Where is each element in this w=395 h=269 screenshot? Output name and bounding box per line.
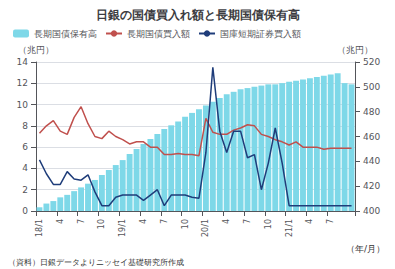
svg-text:420: 420 xyxy=(363,181,380,191)
svg-text:460: 460 xyxy=(363,132,380,142)
svg-text:520: 520 xyxy=(363,57,380,67)
svg-text:21/1: 21/1 xyxy=(285,219,294,237)
svg-text:14: 14 xyxy=(17,57,29,67)
svg-text:10: 10 xyxy=(97,219,106,229)
svg-text:10: 10 xyxy=(264,219,273,229)
svg-text:7: 7 xyxy=(77,219,86,224)
svg-text:10: 10 xyxy=(17,100,29,110)
svg-text:（兆円）: （兆円） xyxy=(18,45,54,55)
svg-text:4: 4 xyxy=(139,219,148,224)
svg-text:18/1: 18/1 xyxy=(35,219,44,237)
svg-text:4: 4 xyxy=(222,219,231,224)
svg-text:（兆円）: （兆円） xyxy=(337,45,373,55)
svg-text:長期国債保有高: 長期国債保有高 xyxy=(34,29,97,39)
svg-text:0: 0 xyxy=(22,206,28,216)
svg-text:国庫短期証券買入額: 国庫短期証券買入額 xyxy=(220,29,301,39)
svg-text:（資料）日銀データよりニッセイ基礎研究所作成: （資料）日銀データよりニッセイ基礎研究所作成 xyxy=(8,258,184,267)
svg-text:7: 7 xyxy=(326,219,335,224)
svg-text:12: 12 xyxy=(17,78,28,88)
svg-text:8: 8 xyxy=(22,121,28,131)
svg-text:4: 4 xyxy=(22,163,28,173)
svg-text:480: 480 xyxy=(363,107,380,117)
svg-text:4: 4 xyxy=(56,219,65,224)
svg-text:4: 4 xyxy=(305,219,314,224)
svg-text:400: 400 xyxy=(363,206,380,216)
svg-text:7: 7 xyxy=(160,219,169,224)
svg-text:10: 10 xyxy=(181,219,190,229)
svg-text:19/1: 19/1 xyxy=(118,219,127,237)
svg-text:日銀の国債買入れ額と長期国債保有高: 日銀の国債買入れ額と長期国債保有高 xyxy=(96,8,300,22)
svg-text:440: 440 xyxy=(363,156,380,166)
svg-text:長期国債買入額: 長期国債買入額 xyxy=(127,29,190,39)
svg-text:7: 7 xyxy=(243,219,252,224)
svg-text:500: 500 xyxy=(363,82,380,92)
svg-text:（年/月）: （年/月） xyxy=(346,244,385,254)
svg-text:6: 6 xyxy=(22,142,28,152)
svg-text:2: 2 xyxy=(22,185,28,195)
svg-text:20/1: 20/1 xyxy=(201,219,210,237)
